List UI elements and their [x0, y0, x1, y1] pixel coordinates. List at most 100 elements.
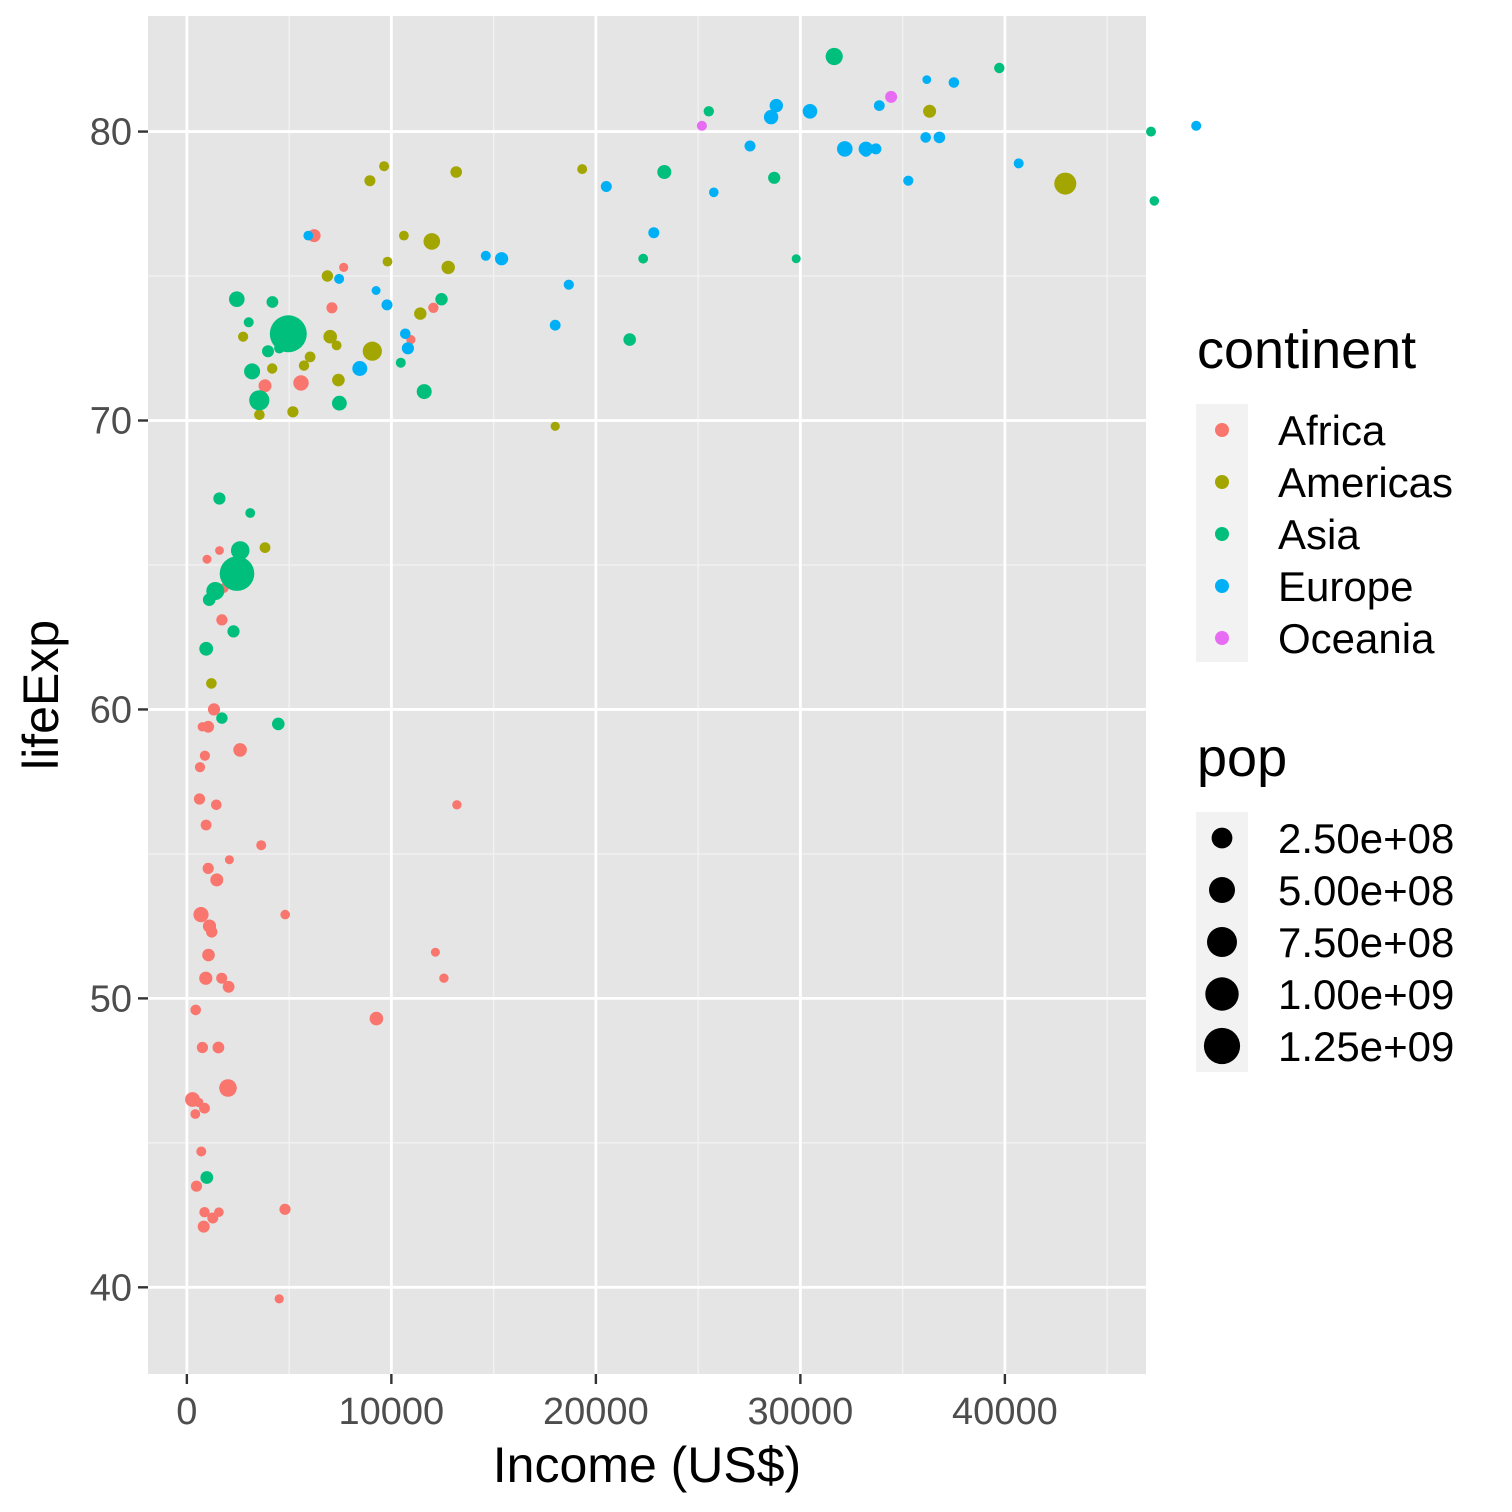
- data-point-americas: [304, 351, 316, 363]
- data-point-africa: [197, 1220, 210, 1233]
- data-point-americas: [331, 340, 342, 351]
- x-tick-label: 40000: [952, 1391, 1058, 1433]
- data-point-africa: [369, 1011, 384, 1026]
- data-point-europe: [400, 328, 411, 340]
- data-point-europe: [870, 143, 882, 155]
- data-point-americas: [206, 678, 217, 689]
- data-point-africa: [199, 750, 210, 761]
- data-point-asia: [623, 333, 636, 346]
- x-tick-label: 30000: [748, 1391, 854, 1433]
- data-point-asia: [202, 593, 216, 606]
- data-point-americas: [414, 307, 427, 320]
- axis-ticks: [138, 130, 1007, 1384]
- data-point-asia: [229, 291, 245, 308]
- size-legend-label: 7.50e+08: [1278, 919, 1454, 966]
- data-point-asia: [332, 395, 347, 411]
- data-point-americas: [362, 341, 382, 361]
- data-point-africa: [190, 1109, 201, 1119]
- size-legend-title: pop: [1197, 728, 1287, 788]
- data-point-africa: [216, 614, 228, 626]
- size-legend-label: 5.00e+08: [1278, 867, 1454, 914]
- legend-key-africa: [1215, 423, 1229, 437]
- data-point-europe: [744, 140, 756, 152]
- data-point-asia: [245, 508, 256, 518]
- data-point-americas: [382, 256, 393, 267]
- data-point-europe: [371, 286, 381, 295]
- data-point-asia: [1149, 196, 1160, 206]
- data-point-europe: [1191, 120, 1202, 131]
- x-tick-label: 20000: [543, 1391, 649, 1433]
- data-point-africa: [193, 793, 206, 805]
- size-legend-key: [1205, 977, 1239, 1011]
- data-point-europe: [352, 361, 368, 376]
- data-point-europe: [1013, 158, 1024, 169]
- data-point-americas: [238, 331, 249, 342]
- data-point-asia: [244, 363, 261, 380]
- size-legend-label: 1.25e+09: [1278, 1023, 1454, 1070]
- legend-key-europe: [1215, 579, 1229, 593]
- data-point-asia: [657, 165, 672, 179]
- data-point-africa: [339, 262, 349, 272]
- data-points: [185, 47, 1202, 1304]
- legend-key-asia: [1215, 527, 1229, 541]
- data-point-europe: [563, 279, 574, 290]
- grid-lines: [148, 16, 1146, 1374]
- data-point-africa: [211, 799, 222, 811]
- data-point-asia: [200, 1171, 214, 1184]
- data-point-africa: [428, 302, 439, 313]
- size-legend-key: [1203, 1027, 1241, 1065]
- data-point-africa: [199, 1207, 210, 1218]
- data-point-africa: [196, 1041, 208, 1054]
- data-point-africa: [215, 546, 224, 555]
- data-point-africa: [274, 1294, 284, 1304]
- data-point-asia: [269, 315, 307, 353]
- data-point-oceania: [696, 120, 707, 131]
- data-point-europe: [920, 132, 931, 143]
- data-point-europe: [495, 252, 509, 266]
- size-legend-key: [1209, 877, 1235, 903]
- data-point-asia: [825, 47, 843, 66]
- size-legend: pop 2.50e+08 5.00e+08 7.50e+08 1.00e+09 1.25…: [1196, 728, 1454, 1072]
- data-point-americas: [298, 360, 310, 371]
- data-point-asia: [395, 357, 406, 368]
- x-tick-label: 0: [176, 1391, 197, 1433]
- data-point-africa: [210, 873, 224, 887]
- data-point-europe: [401, 342, 414, 355]
- data-point-europe: [549, 319, 561, 331]
- data-point-asia: [274, 343, 285, 354]
- data-point-africa: [233, 743, 247, 757]
- data-point-asia: [213, 492, 226, 505]
- legend-key-oceania: [1215, 631, 1229, 645]
- data-point-africa: [207, 703, 221, 716]
- data-point-europe: [648, 227, 660, 239]
- x-tick-label: 10000: [339, 1391, 445, 1433]
- data-point-europe: [480, 250, 491, 261]
- size-legend-key: [1207, 927, 1237, 957]
- data-point-africa: [293, 375, 309, 391]
- data-point-africa: [439, 973, 449, 983]
- data-point-europe: [334, 273, 345, 284]
- y-tick-label: 40: [90, 1267, 132, 1309]
- legend-label-asia: Asia: [1278, 511, 1360, 558]
- data-point-asia: [227, 625, 240, 638]
- y-tick-labels: 40 50 60 70 80: [90, 112, 132, 1310]
- data-point-europe: [860, 146, 872, 157]
- x-axis-title: Income (US$): [493, 1437, 801, 1493]
- size-legend-label: 1.00e+09: [1278, 971, 1454, 1018]
- legend-label-americas: Americas: [1278, 459, 1453, 506]
- color-legend-title: continent: [1197, 320, 1416, 380]
- data-point-europe: [802, 104, 818, 119]
- size-legend-key: [1211, 827, 1233, 849]
- y-axis-title: lifeExp: [13, 620, 69, 770]
- data-point-africa: [202, 554, 212, 564]
- data-point-asia: [1146, 126, 1156, 137]
- data-point-americas: [450, 166, 463, 178]
- data-point-africa: [452, 800, 462, 810]
- data-point-africa: [280, 909, 291, 920]
- y-tick-label: 80: [90, 112, 132, 154]
- data-point-africa: [212, 1041, 225, 1054]
- plot-panel: [148, 16, 1146, 1374]
- data-point-africa: [222, 980, 235, 993]
- data-point-americas: [423, 233, 441, 250]
